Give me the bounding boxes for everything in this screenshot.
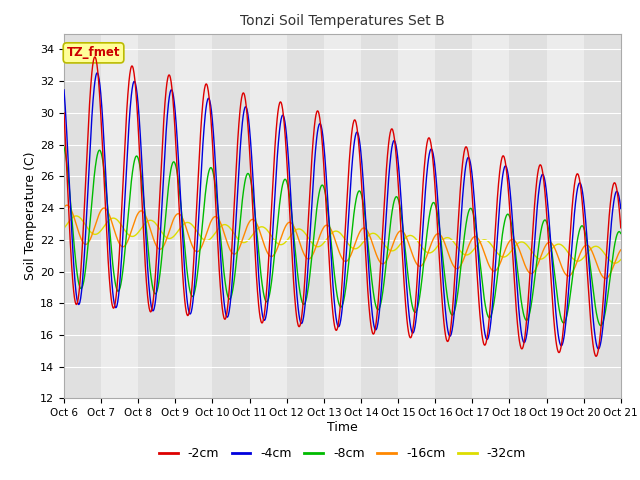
Bar [472,34,509,398]
Bar [547,34,584,398]
Bar [398,34,435,398]
Bar [287,34,324,398]
Y-axis label: Soil Temperature (C): Soil Temperature (C) [24,152,37,280]
Bar [212,34,250,398]
Title: Tonzi Soil Temperatures Set B: Tonzi Soil Temperatures Set B [240,14,445,28]
Bar [64,34,101,398]
Bar [138,34,175,398]
X-axis label: Time: Time [327,421,358,434]
Bar [250,34,287,398]
Bar [361,34,398,398]
Bar [101,34,138,398]
Bar [509,34,547,398]
Bar [175,34,212,398]
Bar [324,34,361,398]
Text: TZ_fmet: TZ_fmet [67,47,120,60]
Bar [621,34,640,398]
Bar [435,34,472,398]
Bar [584,34,621,398]
Legend: -2cm, -4cm, -8cm, -16cm, -32cm: -2cm, -4cm, -8cm, -16cm, -32cm [154,442,531,465]
